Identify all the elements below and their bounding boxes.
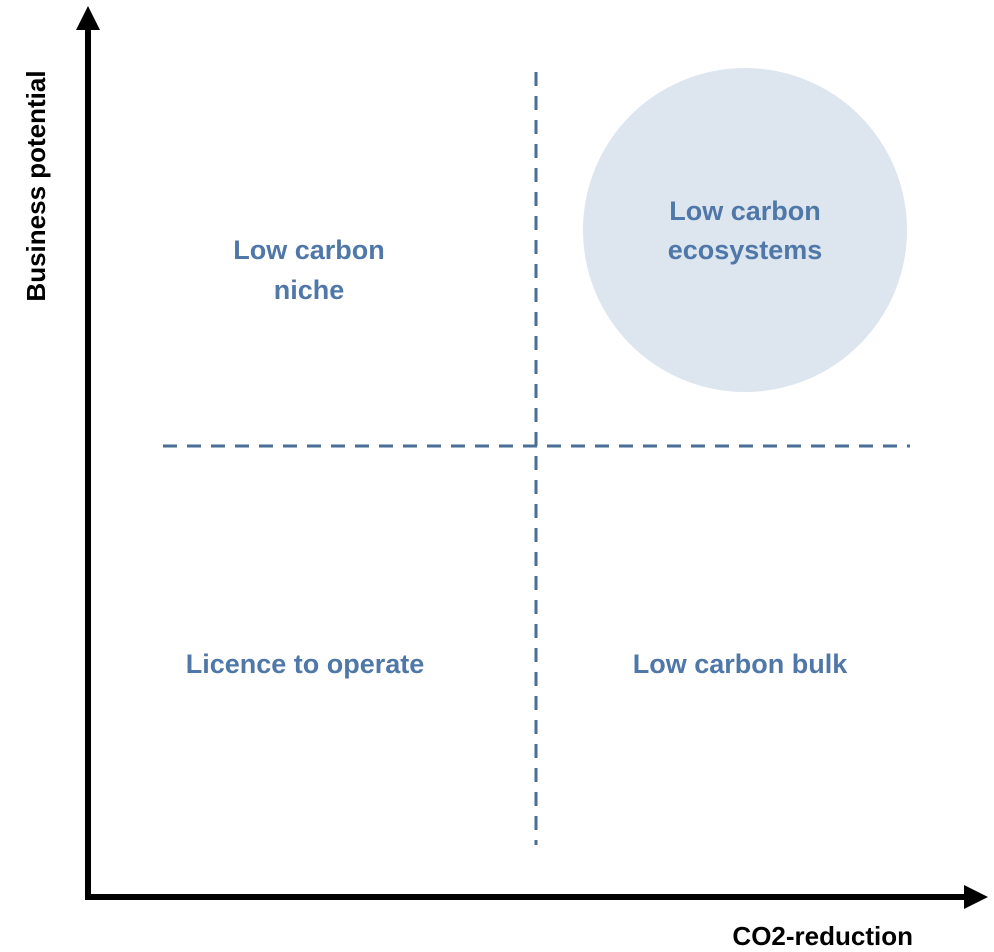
quadrant-label: Low carbon <box>233 235 385 265</box>
quadrant-label: Low carbon <box>669 196 821 226</box>
x-axis-arrow <box>964 885 988 909</box>
quadrant-label: Low carbon bulk <box>633 649 848 679</box>
y-axis-arrow <box>76 6 100 30</box>
quadrant-label: Licence to operate <box>186 649 425 679</box>
quadrant-label: niche <box>274 275 345 305</box>
x-axis-label: CO2-reduction <box>732 921 913 951</box>
y-axis-label: Business potential <box>21 70 51 301</box>
highlight-circle <box>583 68 907 392</box>
quadrant-label: ecosystems <box>668 235 823 265</box>
